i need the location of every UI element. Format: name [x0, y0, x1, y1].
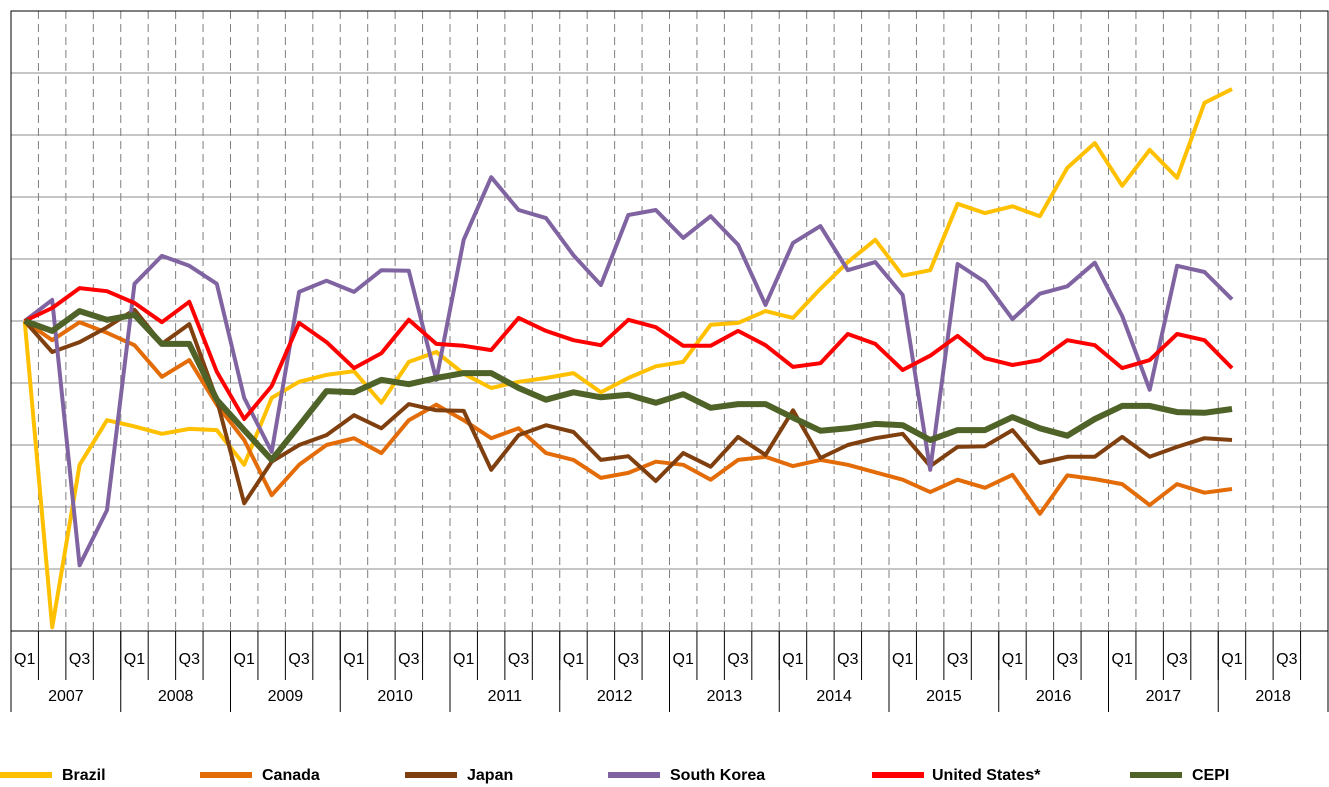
year-label: 2010: [377, 688, 413, 705]
x-tick-label: Q1: [124, 651, 145, 668]
series-line: [22, 87, 1233, 630]
x-tick-label: Q1: [563, 651, 584, 668]
legend-label: CEPI: [1192, 767, 1229, 784]
x-tick-label: Q3: [508, 651, 529, 668]
legend-label: South Korea: [670, 767, 765, 784]
series-line: [23, 286, 1234, 421]
year-label: 2007: [48, 688, 84, 705]
legend-label: United States*: [932, 767, 1041, 784]
series-line: [23, 319, 1233, 516]
year-label: 2013: [707, 688, 743, 705]
series-line: [23, 175, 1234, 568]
x-tick-label: Q1: [1002, 651, 1023, 668]
x-tick-label: Q1: [1112, 651, 1133, 668]
x-tick-label: Q1: [1221, 651, 1242, 668]
x-tick-label: Q3: [618, 651, 639, 668]
year-label: 2017: [1146, 688, 1182, 705]
year-label: 2008: [158, 688, 194, 705]
x-tick-label: Q1: [782, 651, 803, 668]
year-label: 2018: [1255, 688, 1291, 705]
year-label: 2011: [488, 688, 523, 705]
x-tick-label: Q1: [673, 651, 694, 668]
x-tick-label: Q1: [14, 651, 35, 668]
year-label: 2015: [926, 688, 962, 705]
x-tick-label: Q3: [288, 651, 309, 668]
legend-label: Canada: [262, 767, 320, 784]
series-line: [23, 307, 1233, 506]
x-tick-label: Q3: [947, 651, 968, 668]
x-tick-label: Q3: [398, 651, 419, 668]
year-label: 2009: [268, 688, 304, 705]
x-tick-label: Q3: [1166, 651, 1187, 668]
legend-label: Brazil: [62, 767, 106, 784]
x-tick-label: Q3: [727, 651, 748, 668]
x-tick-label: Q1: [343, 651, 364, 668]
x-tick-label: Q3: [179, 651, 200, 668]
legend-label: Japan: [467, 767, 513, 784]
x-tick-label: Q3: [1276, 651, 1297, 668]
x-tick-label: Q1: [453, 651, 474, 668]
x-tick-label: Q1: [892, 651, 913, 668]
x-tick-label: Q3: [69, 651, 90, 668]
year-label: 2012: [597, 688, 633, 705]
series-line: [23, 308, 1233, 463]
year-label: 2014: [816, 688, 852, 705]
x-tick-label: Q3: [837, 651, 858, 668]
year-label: 2016: [1036, 688, 1072, 705]
x-tick-label: Q1: [234, 651, 255, 668]
x-tick-label: Q3: [1057, 651, 1078, 668]
